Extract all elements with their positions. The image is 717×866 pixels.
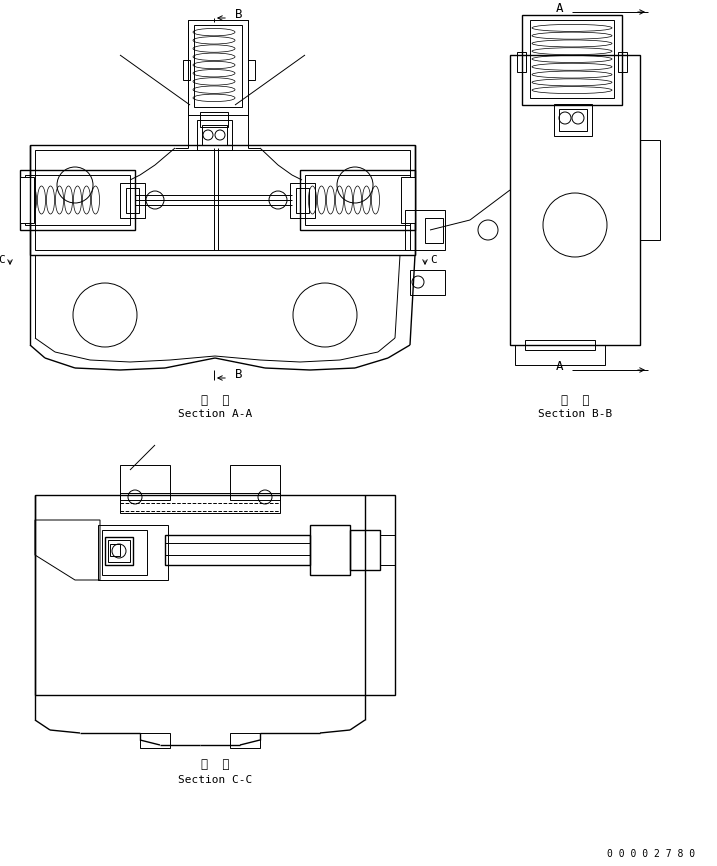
Text: A: A — [556, 360, 563, 373]
Text: C: C — [0, 255, 5, 265]
Polygon shape — [20, 177, 34, 223]
Text: 0 0 0 0 2 7 8 0: 0 0 0 0 2 7 8 0 — [607, 849, 695, 859]
Text: B: B — [235, 367, 242, 380]
Text: Section B-B: Section B-B — [538, 409, 612, 419]
Text: C: C — [430, 255, 437, 265]
Text: A: A — [556, 2, 563, 15]
Text: Section C-C: Section C-C — [178, 775, 252, 785]
Text: 断  面: 断 面 — [201, 759, 229, 772]
Text: 断  面: 断 面 — [561, 393, 589, 406]
Text: Section A-A: Section A-A — [178, 409, 252, 419]
Polygon shape — [401, 177, 415, 223]
Text: B: B — [235, 8, 242, 21]
Text: 断  面: 断 面 — [201, 393, 229, 406]
